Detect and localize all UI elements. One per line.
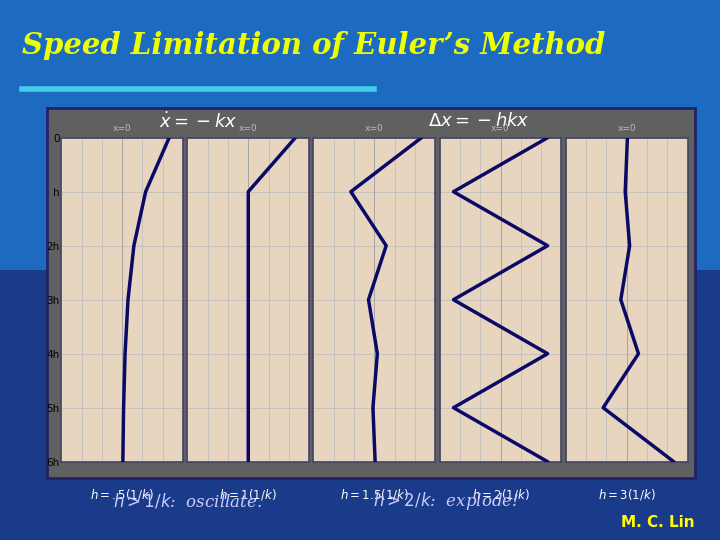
- Text: x=0: x=0: [113, 124, 132, 133]
- Text: x=0: x=0: [617, 124, 636, 133]
- Bar: [47, 108, 695, 478]
- Text: $\dot{x} = -kx$: $\dot{x} = -kx$: [158, 111, 238, 132]
- Text: $h = 3(1/k)$: $h = 3(1/k)$: [598, 487, 656, 502]
- Text: $h = 1(1/k)$: $h = 1(1/k)$: [220, 487, 277, 502]
- Bar: [0, 270, 720, 540]
- Text: $h > 1/k$:  oscillate.: $h > 1/k$: oscillate.: [113, 491, 261, 511]
- Text: x=0: x=0: [365, 124, 384, 133]
- Text: $h = 2(1/k)$: $h = 2(1/k)$: [472, 487, 529, 502]
- Text: x=0: x=0: [239, 124, 258, 133]
- Text: x=0: x=0: [491, 124, 510, 133]
- Text: M. C. Lin: M. C. Lin: [621, 515, 695, 530]
- Bar: [0, 0, 720, 270]
- Text: $h = .5(1/k)$: $h = .5(1/k)$: [90, 487, 154, 502]
- Text: Speed Limitation of Euler’s Method: Speed Limitation of Euler’s Method: [22, 31, 605, 60]
- Text: $h = 1.5(1/k)$: $h = 1.5(1/k)$: [340, 487, 409, 502]
- Text: $h > 2/k$:  explode!: $h > 2/k$: explode!: [373, 490, 520, 512]
- Text: $\Delta x = -hkx$: $\Delta x = -hkx$: [428, 112, 530, 131]
